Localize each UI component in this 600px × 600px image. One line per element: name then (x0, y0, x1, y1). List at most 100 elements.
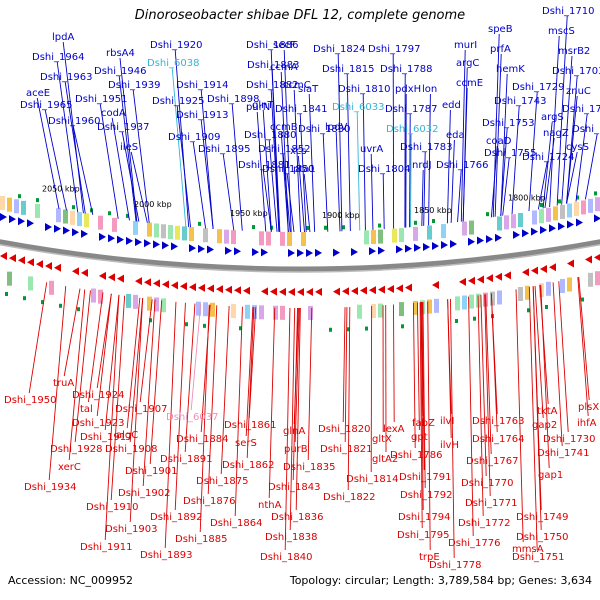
forward-gene-arrow (468, 237, 475, 246)
forward-gene-label: Dshi_1724 (522, 152, 574, 163)
marker-dot (203, 323, 206, 328)
forward-leader-line (462, 87, 468, 222)
reverse-gene-label: Dshi_1792 (400, 490, 452, 501)
cog-box (161, 298, 166, 313)
reverse-gene-label: Dshi_1772 (458, 518, 510, 529)
reverse-gene-label: Dshi_1794 (398, 512, 450, 523)
forward-leader-line (337, 53, 343, 232)
reverse-gene-label: Dshi_1892 (150, 512, 202, 523)
reverse-gene-label: Dshi_1840 (260, 552, 312, 563)
cog-box (371, 303, 376, 318)
reverse-gene-label: Dshi_1923 (72, 418, 124, 429)
reverse-gene-label: Dshi_1778 (429, 560, 481, 571)
forward-leader-line (356, 111, 361, 231)
forward-leader-line (270, 89, 280, 232)
reverse-gene-label: Dshi_1893 (140, 550, 192, 561)
reverse-leader-line (294, 307, 300, 443)
reverse-gene-label: Dshi_1928 (50, 444, 102, 455)
forward-gene-arrow (54, 224, 61, 233)
reverse-gene-label: Dshi_1903 (105, 524, 157, 535)
forward-gene-label: Dshi_6038 (147, 58, 199, 69)
forward-gene-label: Dshi_1710 (542, 6, 594, 17)
forward-gene-arrow (414, 243, 421, 252)
forward-leader-line (72, 125, 94, 215)
reverse-leader-line (245, 307, 254, 437)
reverse-leader-line (528, 286, 538, 551)
reverse-gene-label: Dshi_1917 (80, 432, 132, 443)
forward-gene-label: speB (488, 24, 513, 35)
forward-gene-label: purN (246, 102, 270, 113)
reverse-gene-arrow (81, 268, 88, 277)
forward-gene-arrow (531, 227, 538, 236)
cog-box (35, 203, 40, 218)
reverse-gene-label: Dshi_1843 (268, 482, 320, 493)
cog-box (595, 197, 600, 212)
forward-gene-label: Dshi_1701 (562, 104, 600, 115)
reverse-gene-arrow (171, 281, 178, 290)
forward-leader-line (262, 109, 272, 232)
forward-gene-arrow (549, 224, 556, 233)
forward-gene-label: coaD (486, 136, 512, 147)
reverse-leader-line (184, 303, 196, 453)
marker-dot (306, 225, 309, 230)
forward-leader-line (44, 109, 67, 211)
forward-gene-label: uvrA (360, 144, 383, 155)
reverse-gene-label: Dshi_1791 (399, 472, 451, 483)
reverse-gene-arrow (99, 271, 106, 280)
forward-gene-arrow (9, 215, 16, 224)
forward-gene-arrow (522, 229, 529, 238)
forward-leader-line (500, 127, 508, 216)
forward-gene-arrow (450, 240, 457, 248)
forward-gene-label: argC (456, 58, 479, 69)
forward-gene-arrow (189, 244, 196, 253)
marker-dot (324, 225, 327, 230)
marker-dot (365, 326, 368, 331)
forward-leader-line (490, 145, 498, 218)
reverse-gene-label: tktA (537, 406, 558, 417)
reverse-gene-label: Dshi_1767 (466, 456, 518, 467)
reverse-leader-lines (28, 276, 590, 559)
forward-gene-label: hemK (496, 64, 525, 75)
cog-box (371, 229, 376, 244)
forward-gene-label: edd (442, 100, 461, 111)
forward-leader-line (450, 139, 455, 223)
reverse-gene-arrow (288, 287, 295, 296)
forward-gene-label: Dshi_1886 (246, 40, 298, 51)
forward-gene-arrow (81, 229, 88, 238)
forward-gene-label: lon (422, 84, 437, 95)
forward-gene-label: murI (454, 40, 477, 51)
cog-box (280, 305, 285, 320)
cog-box (455, 296, 460, 311)
cog-box (203, 302, 208, 317)
forward-gene-label: Dshi_1830 (298, 124, 350, 135)
forward-leader-line (500, 73, 508, 216)
forward-gene-arrow (27, 219, 34, 228)
marker-dot (18, 194, 21, 199)
forward-gene-label: prfA (490, 44, 511, 55)
forward-gene-arrow (297, 248, 304, 257)
reverse-gene-arrow (189, 283, 196, 292)
cog-box (441, 224, 446, 239)
reverse-gene-arrow (360, 286, 367, 295)
cog-box (357, 304, 362, 319)
cog-box (154, 297, 159, 312)
forward-gene-label: nrdJ (412, 160, 432, 171)
marker-dot (347, 327, 350, 332)
forward-leader-line (575, 113, 588, 202)
forward-gene-arrow (567, 220, 574, 229)
forward-leader-line (322, 133, 329, 232)
reverse-gene-arrow (135, 277, 142, 286)
forward-leader-line (457, 169, 462, 223)
forward-gene-label: ccmC (283, 80, 311, 91)
forward-leader-line (556, 15, 568, 206)
marker-dot (527, 308, 530, 313)
marker-dot (401, 324, 404, 329)
forward-gene-arrow (369, 247, 376, 256)
reverse-gene-label: lexA (383, 424, 405, 435)
cog-box (525, 285, 530, 300)
forward-leader-line (256, 111, 267, 232)
cog-box (462, 295, 467, 310)
forward-leader-line (111, 117, 130, 221)
